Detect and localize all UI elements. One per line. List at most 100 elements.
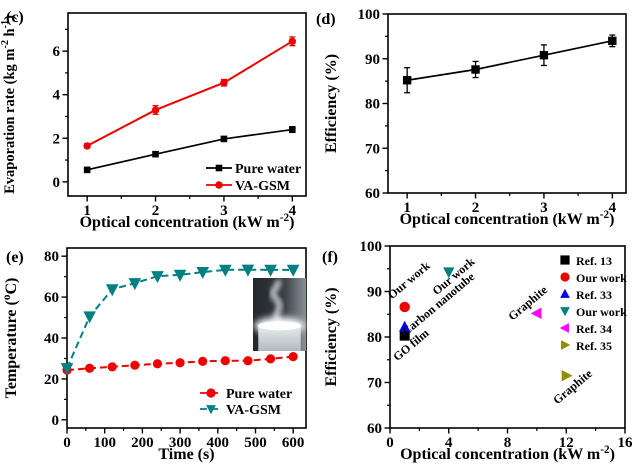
y-tick-label: 100 — [358, 7, 381, 23]
y-tick-label: 80 — [365, 97, 380, 113]
x-tick-label: 100 — [93, 435, 116, 451]
x-tick-label: 0 — [63, 435, 71, 451]
y-tick-label: 70 — [365, 141, 380, 157]
legend-label: Pure water — [226, 387, 292, 402]
y-tick-label: 4 — [53, 88, 61, 104]
x-tick-label: 300 — [169, 435, 192, 451]
circle-marker — [265, 354, 276, 364]
legend-marker — [560, 288, 570, 298]
triangle-down-marker — [443, 267, 455, 279]
triangle-down-marker — [83, 311, 96, 324]
y-tick-label: 2 — [53, 131, 61, 147]
series-pure-water — [83, 126, 296, 174]
series-va-gsm — [60, 264, 300, 376]
y-tick-label: 70 — [367, 376, 382, 392]
circle-marker — [198, 356, 208, 366]
series-ref-33 — [399, 320, 411, 332]
series-efficiency — [402, 34, 617, 94]
series-line — [66, 268, 294, 369]
y-tick-label: 40 — [44, 331, 59, 347]
triangle-down-marker — [173, 269, 187, 282]
x-tick-label: 0 — [386, 435, 394, 451]
y-tick-label: 0 — [53, 175, 61, 191]
circle-marker — [107, 362, 117, 372]
inset-photo — [253, 277, 306, 351]
x-tick-label: 2 — [472, 200, 480, 216]
triangle-right-marker — [561, 370, 573, 382]
circle-marker — [243, 356, 253, 366]
circle-marker — [151, 106, 160, 114]
triangle-down-marker — [196, 267, 210, 280]
triangle-down-marker — [219, 264, 232, 277]
x-tick-label: 400 — [207, 435, 230, 451]
legend-label: Ref. 33 — [576, 288, 612, 302]
x-axis-label: Optical concentration (kW m-2) — [400, 209, 615, 228]
circle-marker — [83, 142, 91, 150]
series-pure-water — [62, 352, 298, 375]
y-tick-label: 20 — [44, 372, 59, 388]
x-tick-label: 1 — [403, 200, 411, 216]
legend: Ref. 13 Our work Ref. 33 Our work Ref. 34 Ref… — [559, 254, 627, 353]
legend-marker — [215, 181, 223, 189]
square-marker — [608, 36, 617, 46]
triangle-down-marker — [128, 278, 142, 291]
x-tick-label: 4 — [289, 203, 297, 219]
cylinder-top-glow — [257, 321, 302, 331]
triangle-down-marker — [286, 264, 300, 277]
x-tick-label: 2 — [152, 203, 160, 219]
square-marker — [220, 135, 228, 143]
panel-c: (c) 1 2 3 4 0 2 4 6 Optical concentration (kW m-2… — [0, 9, 307, 231]
y-tick-label: 6 — [53, 44, 61, 60]
circle-marker — [288, 352, 298, 362]
square-marker — [399, 330, 410, 341]
legend-marker — [206, 405, 216, 415]
circle-marker — [288, 37, 297, 46]
annotation: Our work — [385, 258, 433, 302]
legend-marker — [215, 164, 223, 172]
series-va-gsm — [83, 36, 297, 150]
legend-label: VA-GSM — [235, 179, 290, 194]
annotation: Graphite — [505, 282, 550, 323]
y-tick-label: 0 — [52, 413, 60, 429]
x-tick-label: 600 — [282, 435, 305, 451]
square-marker — [539, 50, 549, 60]
series-ref-34 — [530, 307, 542, 320]
x-tick-label: 12 — [559, 435, 574, 451]
y-tick-label: 90 — [365, 52, 380, 68]
x-tick-label: 200 — [131, 435, 154, 451]
panel-f: (f) 0 4 8 12 16 60 70 80 90 100 Optical concentrati… — [322, 239, 633, 463]
circle-marker — [399, 301, 410, 313]
circle-marker — [130, 360, 140, 370]
x-tick-label: 500 — [244, 435, 267, 451]
y-tick-label: 90 — [367, 285, 382, 301]
triangle-down-marker — [264, 264, 277, 277]
square-marker — [152, 150, 159, 158]
y-tick-label: 60 — [367, 421, 382, 437]
x-axis-label: Optical concentration (kW m-2) — [80, 212, 295, 231]
panel-e: (e) 0 100 200 300 400 500 600 0 20 40 60 80 Time (s) T… — [1, 247, 307, 463]
legend-label: Ref. 35 — [576, 339, 612, 353]
series-ref-13 — [399, 330, 410, 341]
y-axis-label: Efficiency (%) — [323, 287, 340, 386]
legend-marker — [206, 388, 216, 398]
legend-marker — [560, 255, 570, 265]
y-axis-label: Efficiency (%) — [323, 54, 340, 153]
annotation: Graphite — [550, 366, 595, 407]
y-tick-label: 80 — [367, 330, 382, 346]
x-tick-label: 4 — [445, 435, 453, 451]
legend-label: Our work — [576, 271, 627, 285]
legend-label: Our work — [576, 305, 627, 319]
y-tick-label: 60 — [44, 290, 59, 306]
panel-tag: (f) — [322, 249, 338, 266]
series-our-work — [443, 267, 455, 279]
legend-marker — [559, 323, 569, 333]
triangle-left-marker — [530, 307, 542, 320]
legend-label: Ref. 13 — [576, 254, 612, 268]
steam-wisp — [271, 279, 281, 324]
circle-marker — [220, 356, 230, 366]
y-tick-label: 80 — [44, 249, 59, 265]
